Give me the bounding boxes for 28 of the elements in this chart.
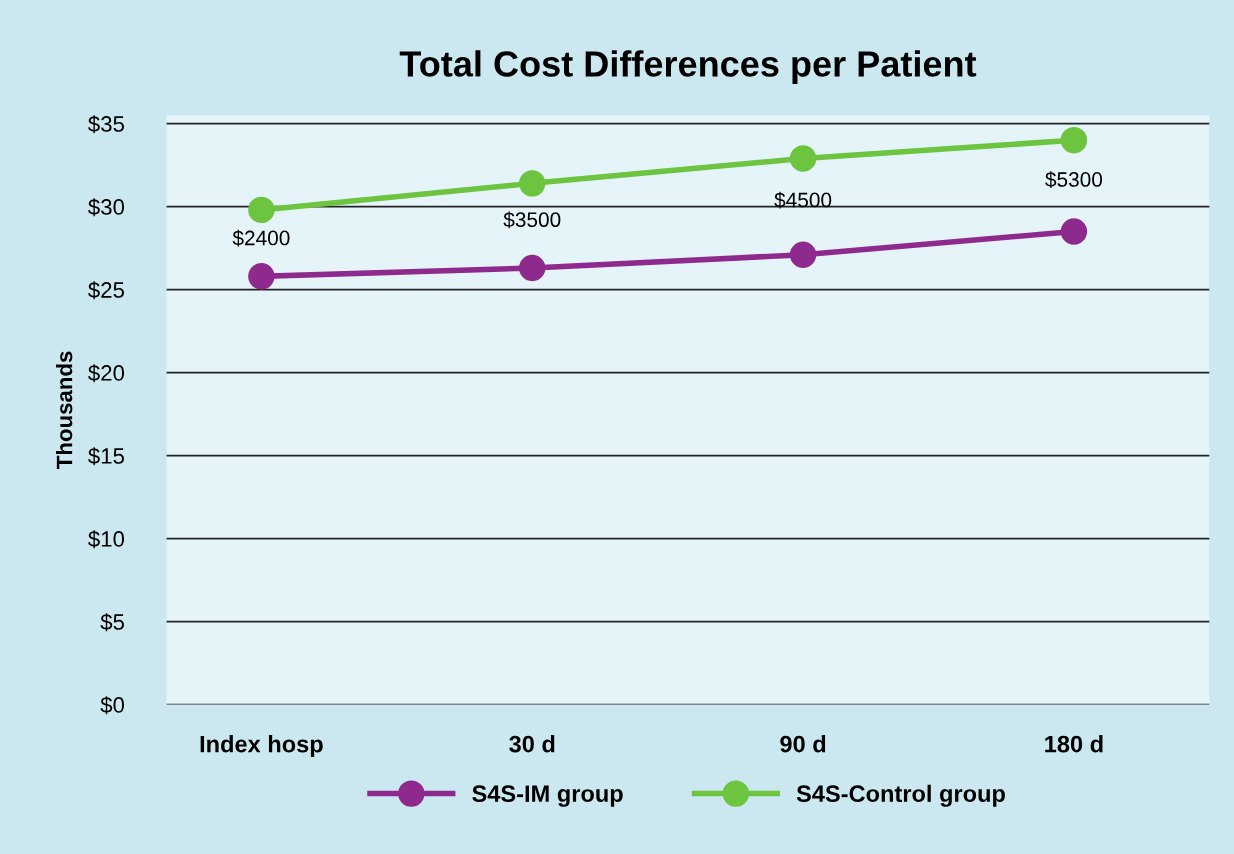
point	[789, 145, 817, 172]
legend-label: S4S-Control group	[796, 784, 1005, 807]
y-axis-title: Thousands	[56, 351, 73, 469]
point	[519, 170, 546, 197]
chart-title: Total Cost Differences per Patient	[399, 50, 977, 84]
annotation: $4500	[774, 191, 832, 209]
x-tick-label: 30 d	[509, 735, 555, 753]
point	[519, 254, 546, 282]
point	[1060, 218, 1088, 245]
point	[248, 196, 275, 224]
point	[1060, 126, 1088, 154]
point	[789, 241, 817, 268]
x-tick-label: Index hosp	[200, 735, 323, 758]
y-tick-label: $15	[88, 447, 124, 466]
y-tick-label: $10	[88, 530, 125, 549]
y-tick-label: $0	[100, 696, 125, 715]
annotation: $5300	[1045, 171, 1103, 189]
y-tick-label: $20	[88, 364, 125, 383]
y-tick-label: $30	[88, 198, 125, 217]
y-tick-label: $35	[88, 115, 124, 134]
y-tick-label: $25	[88, 281, 124, 300]
x-tick-label: 90 d	[780, 735, 826, 753]
legend-label: S4S-IM group	[472, 785, 623, 807]
y-tick-label: $5	[100, 613, 124, 632]
annotation: $2400	[232, 229, 290, 247]
x-tick-label: 180 d	[1045, 735, 1103, 753]
annotation: $3500	[503, 211, 561, 229]
point	[248, 263, 275, 290]
